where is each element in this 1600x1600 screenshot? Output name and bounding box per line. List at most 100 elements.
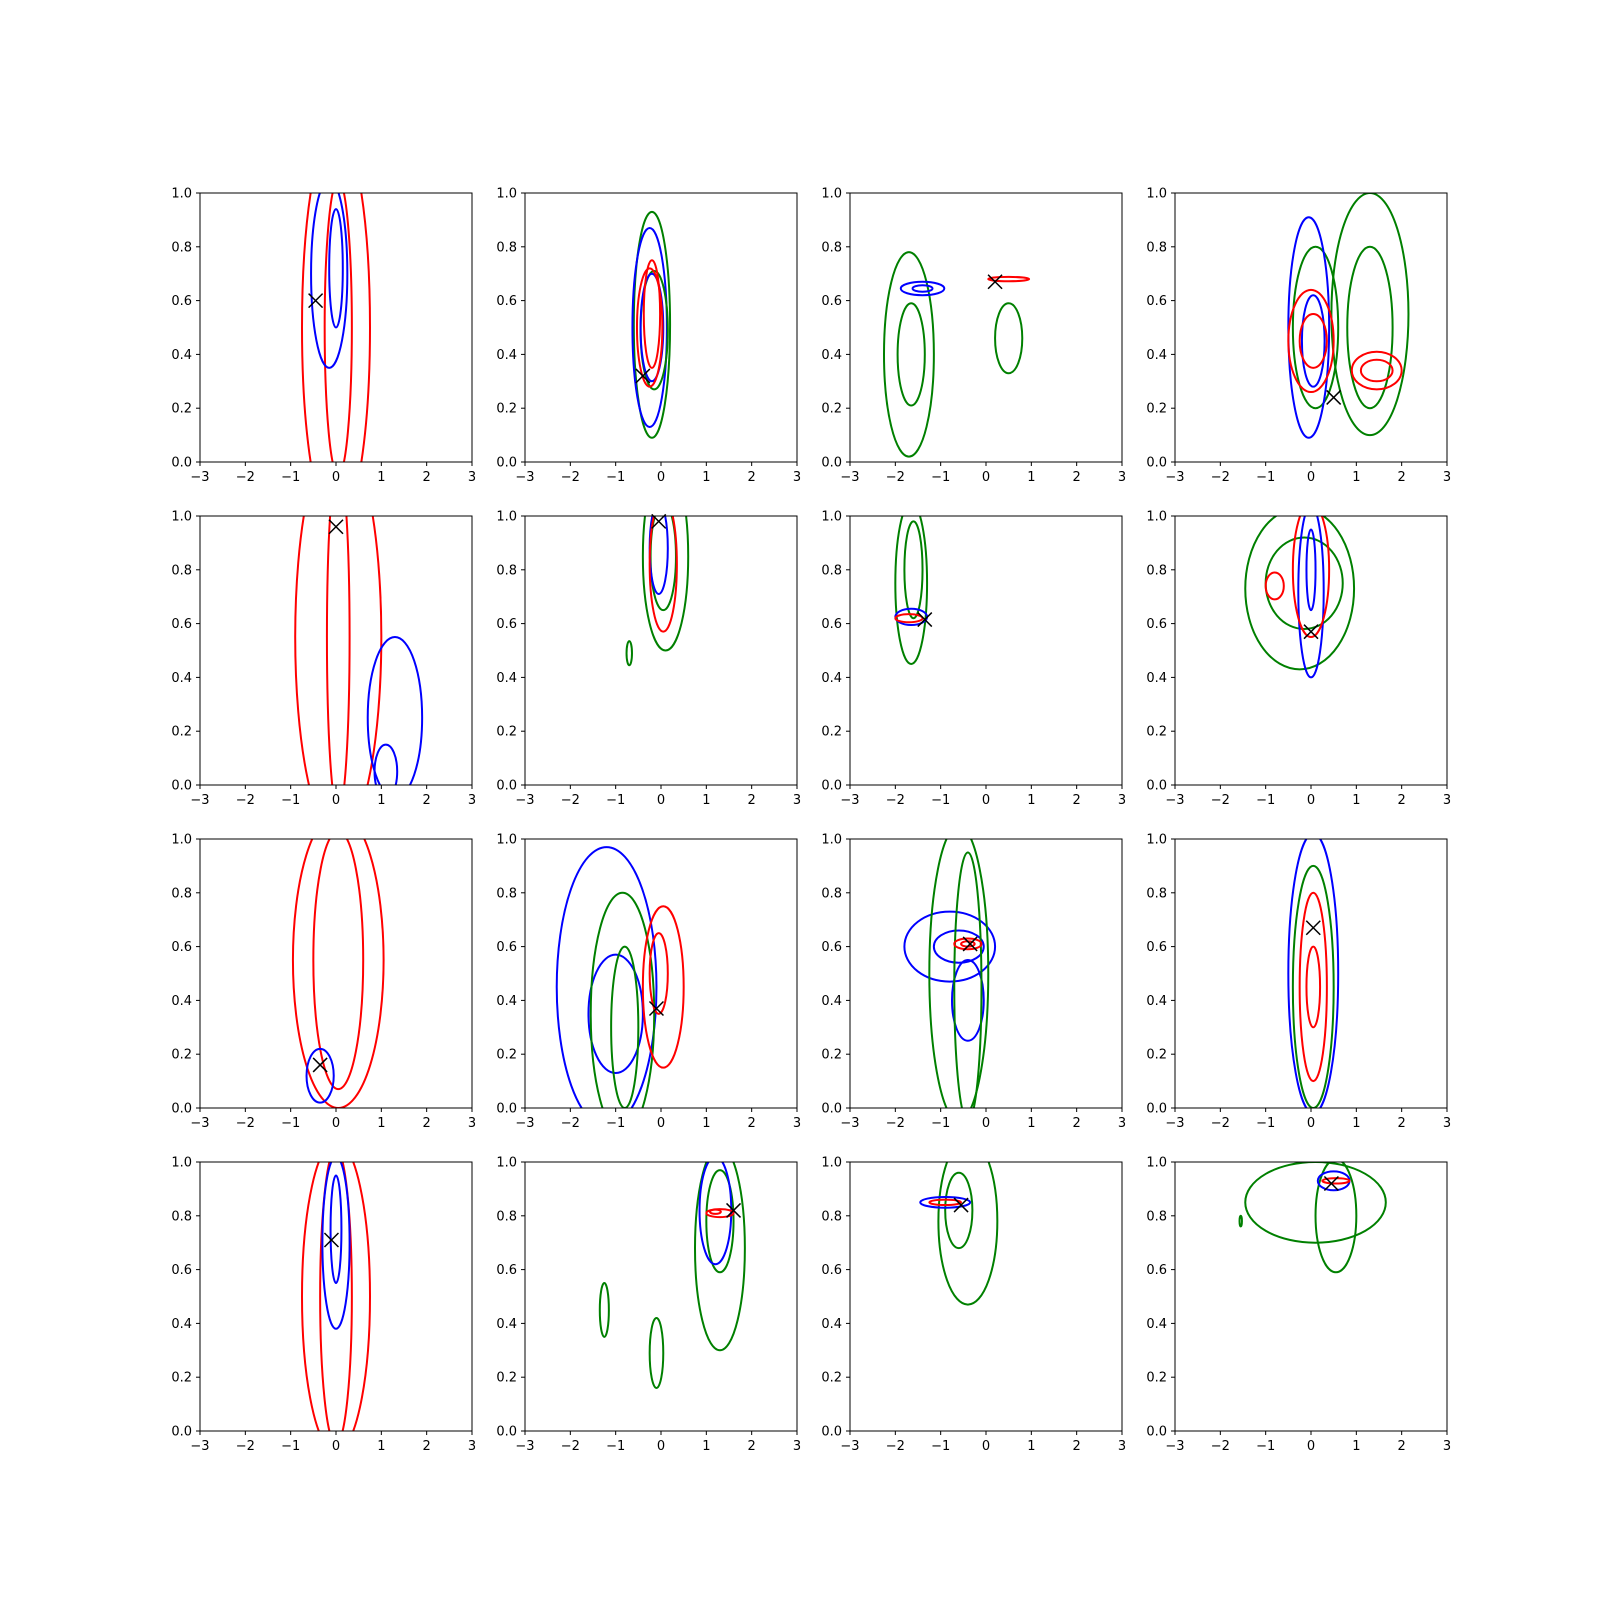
y-tick-label: 0.0 [821, 779, 842, 794]
x-tick-label: −2 [236, 793, 255, 808]
x-tick-label: 2 [1398, 1439, 1406, 1454]
contour-red-1 [301, 193, 371, 462]
contour-green-1 [632, 210, 672, 439]
y-tick-label: 0.4 [1146, 1317, 1167, 1332]
contour-green-2 [705, 1169, 735, 1274]
contour-green-3 [589, 891, 656, 1108]
contour-red-1 [301, 1162, 371, 1431]
y-tick-label: 0.6 [821, 1263, 842, 1278]
x-tick-label: −3 [515, 470, 534, 485]
x-tick-label: 0 [1307, 1116, 1315, 1131]
x-tick-label: −1 [281, 1116, 300, 1131]
subplot-2-4: −3 −2 −1 0 1 2 3 0.0 0.2 0.4 0.6 0.8 1.0 [1146, 510, 1451, 809]
y-tick-label: 0.4 [1146, 348, 1167, 363]
contour-green-5 [625, 640, 633, 667]
contour-red-9 [1359, 358, 1394, 383]
x-tick-label: −1 [606, 793, 625, 808]
x-tick-label: −3 [1165, 1116, 1184, 1131]
contour-blue-4 [329, 1174, 343, 1285]
x-tick-label: −3 [190, 793, 209, 808]
contour-blue-2 [932, 929, 985, 964]
x-tick-label: 3 [1118, 470, 1126, 485]
x-tick-label: −2 [1211, 1116, 1230, 1131]
contour-green-1 [641, 516, 690, 652]
y-tick-label: 0.8 [171, 240, 192, 255]
x-tick-label: 2 [1073, 470, 1081, 485]
x-tick-label: −1 [1256, 1116, 1275, 1131]
x-tick-label: −2 [236, 1439, 255, 1454]
x-marker [1323, 1175, 1339, 1192]
y-tick-label: 1.0 [1146, 833, 1167, 848]
y-tick-label: 0.8 [1146, 563, 1167, 578]
x-tick-label: 1 [1027, 1116, 1035, 1131]
x-tick-label: 1 [1352, 1439, 1360, 1454]
x-tick-label: 2 [1073, 1439, 1081, 1454]
x-tick-label: 0 [332, 1439, 340, 1454]
contour-green-1 [937, 1162, 999, 1306]
x-tick-label: 1 [1352, 793, 1360, 808]
subplot-3-3: −3 −2 −1 0 1 2 3 0.0 0.2 0.4 0.6 0.8 1.0 [821, 833, 1126, 1132]
x-tick-label: −1 [931, 1439, 950, 1454]
x-marker [987, 274, 1003, 290]
x-tick-label: −2 [1211, 1439, 1230, 1454]
contour-blue-3 [366, 636, 424, 785]
x-tick-label: 0 [657, 470, 665, 485]
x-tick-label: 0 [982, 1439, 990, 1454]
contour-lines [1287, 193, 1410, 439]
y-tick-label: 1.0 [1146, 510, 1167, 525]
x-tick-label: −3 [840, 470, 859, 485]
x-tick-label: 2 [423, 793, 431, 808]
contour-red-6 [987, 275, 1031, 283]
y-tick-label: 0.4 [1146, 671, 1167, 686]
contour-green-3 [994, 302, 1024, 375]
x-tick-label: 1 [702, 1116, 710, 1131]
contour-red-6 [1287, 288, 1335, 394]
x-tick-label: 2 [423, 470, 431, 485]
x-tick-label: 3 [1118, 1439, 1126, 1454]
y-tick-label: 1.0 [171, 1156, 192, 1171]
subplot-1-3: −3 −2 −1 0 1 2 3 0.0 0.2 0.4 0.6 0.8 1.0 [821, 187, 1126, 486]
subplot-4-3: −3 −2 −1 0 1 2 3 0.0 0.2 0.4 0.6 0.8 1.0 [821, 1156, 1126, 1455]
contour-red-5 [635, 267, 664, 388]
contour-blue-4 [1305, 528, 1317, 612]
y-tick-label: 0.2 [171, 1048, 192, 1063]
y-tick-label: 0.2 [821, 1048, 842, 1063]
x-tick-label: −1 [606, 470, 625, 485]
x-tick-label: −2 [1211, 793, 1230, 808]
x-tick-label: 2 [1398, 1116, 1406, 1131]
contour-green-2 [1291, 864, 1335, 1108]
contour-blue-4 [328, 208, 344, 329]
x-tick-label: −1 [281, 470, 300, 485]
x-tick-label: 2 [1073, 1116, 1081, 1131]
contour-lines [294, 516, 424, 785]
x-tick-label: 0 [1307, 470, 1315, 485]
x-tick-label: −2 [886, 470, 905, 485]
x-tick-label: −3 [190, 1439, 209, 1454]
subplot-4-1: −3 −2 −1 0 1 2 3 0.0 0.2 0.4 0.6 0.8 1.0 [171, 1156, 476, 1455]
contour-lines [555, 846, 685, 1108]
contour-red-5 [708, 1208, 722, 1215]
contour-green-2 [903, 520, 924, 620]
x-tick-label: −3 [515, 1116, 534, 1131]
x-tick-label: −3 [515, 1439, 534, 1454]
x-tick-label: 1 [1027, 1439, 1035, 1454]
x-tick-label: 1 [1352, 1116, 1360, 1131]
contour-red-5 [1291, 516, 1331, 639]
x-marker [1303, 624, 1319, 640]
y-tick-label: 0.4 [821, 671, 842, 686]
y-tick-label: 0.0 [1146, 779, 1167, 794]
x-tick-label: −2 [1211, 470, 1230, 485]
contour-green-1 [694, 1162, 746, 1352]
x-tick-label: 0 [657, 793, 665, 808]
x-tick-label: −2 [886, 793, 905, 808]
y-tick-label: 0.2 [496, 725, 517, 740]
x-tick-label: 3 [468, 1116, 476, 1131]
x-tick-label: −3 [1165, 793, 1184, 808]
y-tick-label: 0.0 [821, 456, 842, 471]
x-tick-label: −1 [1256, 793, 1275, 808]
contour-blue-3 [321, 1162, 351, 1330]
subplot-4-4: −3 −2 −1 0 1 2 3 0.0 0.2 0.4 0.6 0.8 1.0 [1146, 1156, 1451, 1455]
contour-green-6 [598, 1282, 610, 1338]
contour-lines [625, 516, 690, 667]
